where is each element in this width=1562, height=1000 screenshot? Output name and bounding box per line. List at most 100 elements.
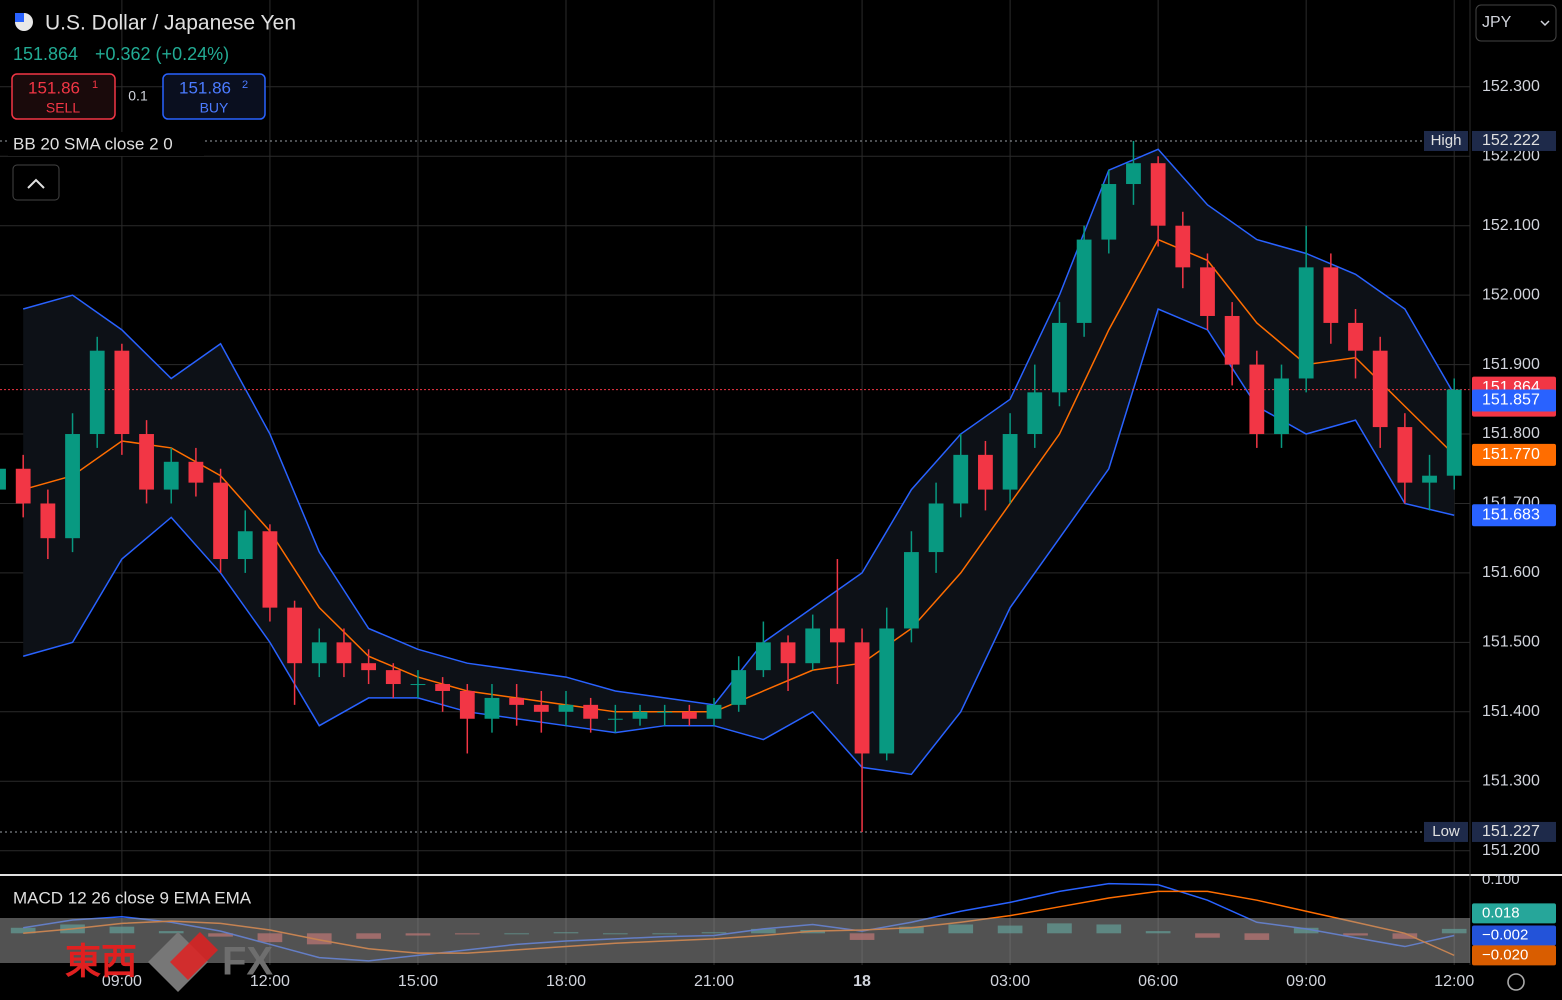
candle-body [731, 670, 747, 705]
macd-marker: −0.002 [1482, 926, 1528, 943]
candle-body [953, 454, 969, 504]
candle-body [459, 690, 475, 719]
candle-body [1002, 434, 1018, 490]
band-fill [23, 149, 1455, 775]
y-tick-label: 152.000 [1482, 286, 1540, 303]
sell-button[interactable]: 151.86 1 SELL [11, 73, 116, 120]
y-tick-label: 151.500 [1482, 634, 1540, 651]
candle-body [1274, 378, 1289, 435]
watermark-logo-accent [170, 932, 218, 980]
candle-body [829, 628, 845, 643]
x-tick-label: 12:00 [1434, 973, 1474, 990]
price-marker: 151.683 [1482, 506, 1540, 523]
candle-body [1323, 267, 1339, 323]
candle-body [40, 503, 56, 539]
candle-body [928, 503, 944, 553]
collapse-box[interactable] [12, 164, 60, 201]
candle-body [854, 642, 870, 754]
settings-button[interactable] [1507, 973, 1525, 991]
buy-button[interactable]: 151.86 2 BUY [162, 73, 266, 120]
y-tick-label: 151.800 [1482, 425, 1540, 442]
y-tick-label: 152.300 [1482, 78, 1540, 95]
y-tick-label: 152.200 [1482, 147, 1540, 164]
macd-marker-box [1472, 903, 1556, 924]
low_line-value-box [1472, 821, 1556, 842]
y-tick-label: 151.300 [1482, 772, 1540, 789]
buy-pip[interactable]: 2 [242, 79, 248, 91]
candle-body [213, 482, 228, 560]
indicator-bg [8, 132, 204, 156]
candle-body [1076, 239, 1092, 323]
candle-body [1224, 315, 1240, 365]
sell-box[interactable] [11, 73, 116, 120]
plot-area [0, 140, 1470, 833]
sell-pip[interactable]: 1 [92, 79, 98, 91]
candle-body [139, 434, 154, 490]
candle-body [1200, 267, 1215, 316]
candle-body [558, 704, 574, 712]
header: U.S. Dollar / Japanese Yen 151.864 +0.36… [8, 4, 1557, 201]
price-marker-box [1472, 389, 1556, 412]
candle-body [1249, 364, 1265, 435]
y-tick-label: 151.900 [1482, 356, 1540, 373]
high_line-value-box [1472, 130, 1556, 151]
x-tick-label: 12:00 [250, 973, 290, 990]
candle-body [237, 531, 253, 560]
candle-body [904, 552, 919, 629]
x-tick-label: 21:00 [694, 973, 734, 990]
watermark-cn: 東西 [65, 941, 137, 982]
macd-top-tick: 0.100 [1482, 871, 1520, 888]
currency-select[interactable]: JPY [1475, 4, 1557, 42]
watermark-band [0, 918, 1470, 963]
currency-caret[interactable] [1540, 20, 1550, 27]
indicator-legend: BB 20 SMA close 2 0 [13, 134, 173, 153]
candle-body [163, 461, 179, 490]
low_line-name-box [1424, 821, 1468, 842]
y-tick-label: 151.600 [1482, 564, 1540, 581]
flag-canton [15, 13, 24, 22]
candle-body [1298, 267, 1314, 379]
macd-marker-box [1472, 945, 1556, 966]
collapse-button[interactable] [12, 164, 60, 201]
spread: 0.1 [128, 88, 148, 104]
price-marker: 151.857 [1482, 392, 1540, 409]
watermark: 東西 FX [0, 918, 1470, 992]
candle-body [533, 704, 549, 712]
candle-body [978, 454, 993, 490]
symbol-title: U.S. Dollar / Japanese Yen [45, 12, 296, 35]
sell-label[interactable]: SELL [46, 100, 80, 116]
x-tick-label: 18:00 [546, 973, 586, 990]
currency-box[interactable] [1475, 4, 1557, 42]
candle-body [509, 697, 525, 705]
candle-body [607, 718, 623, 720]
buy-price[interactable]: 151.86 [179, 78, 231, 97]
candle-body [65, 434, 80, 539]
last-price: 151.864 [13, 44, 78, 64]
candle-body [336, 642, 352, 664]
watermark-fx: FX [222, 940, 273, 984]
candle-body [484, 697, 500, 719]
price-marker: 151.770 [1482, 446, 1540, 463]
candle-body [1397, 427, 1413, 483]
currency-label[interactable]: JPY [1482, 14, 1512, 31]
candle-body [287, 607, 302, 664]
candle-body [311, 642, 327, 664]
candle-body [755, 642, 771, 671]
candle-body [632, 711, 648, 719]
collapse-icon[interactable] [27, 178, 45, 189]
buy-label[interactable]: BUY [200, 100, 229, 116]
candle-body [1126, 163, 1141, 185]
x-tick-label: 18 [853, 973, 871, 990]
price-marker-box [1472, 504, 1556, 527]
y-tick-label: 151.200 [1482, 842, 1540, 859]
candle-body [114, 350, 130, 435]
candle-body [188, 461, 204, 483]
candle-body [879, 628, 895, 754]
buy-box[interactable] [162, 73, 266, 120]
low_line-value: 151.227 [1482, 823, 1540, 840]
settings-icon[interactable] [1507, 973, 1525, 991]
x-tick-label: 09:00 [102, 973, 142, 990]
sell-price[interactable]: 151.86 [28, 78, 80, 97]
candle-body [1422, 475, 1437, 483]
